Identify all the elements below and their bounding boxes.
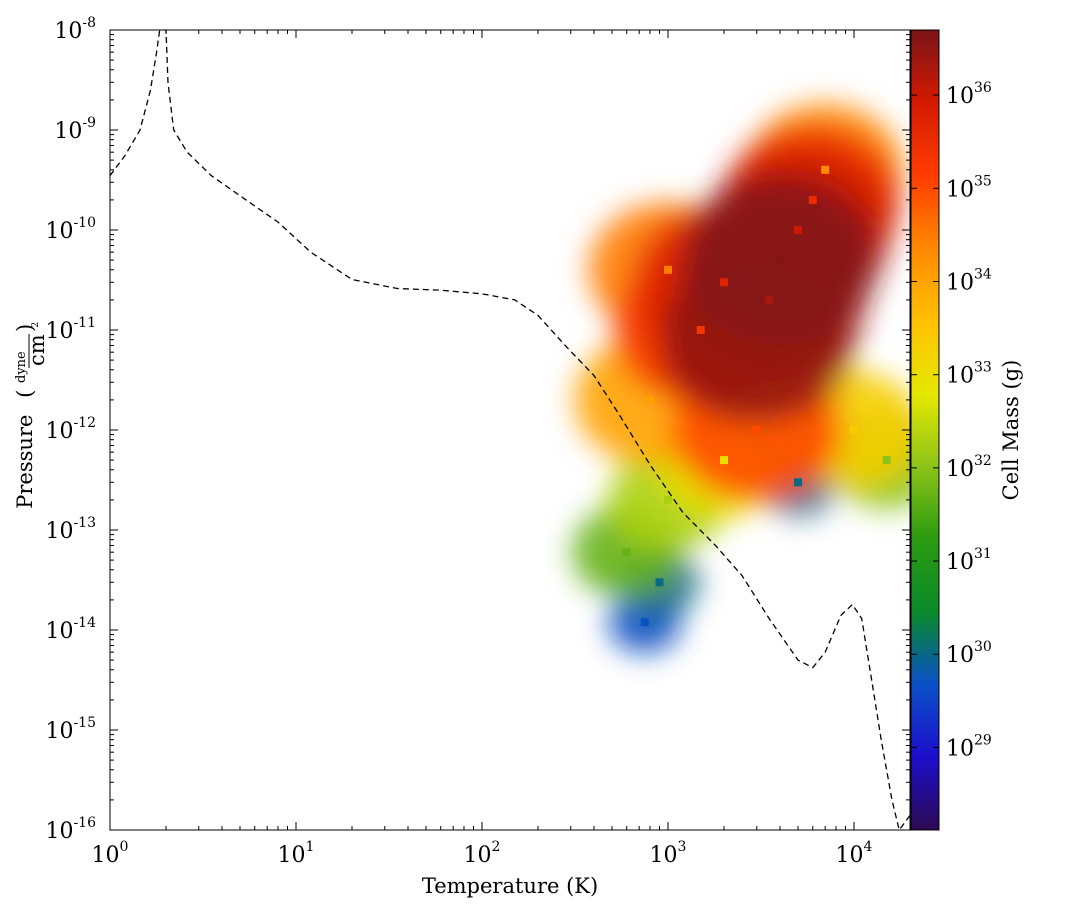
x-tick-label: 104 xyxy=(836,839,873,868)
dashed-curve xyxy=(110,30,910,830)
heatmap-cell-marker xyxy=(752,426,761,434)
heatmap-cell-marker xyxy=(664,265,673,274)
heatmap-cell-marker xyxy=(640,618,649,627)
heatmap-cell-marker xyxy=(775,256,784,265)
y-axis-unit-denominator: cm xyxy=(25,334,49,366)
x-tick-label: 101 xyxy=(278,839,315,868)
y-tick-label: 10-15 xyxy=(45,715,96,744)
colorbar-label: Cell Mass (g) xyxy=(999,360,1023,501)
heatmap-cell-marker xyxy=(794,226,803,234)
heatmap-cell-marker xyxy=(622,548,631,557)
svg-text:cm 2: cm 2 xyxy=(25,322,49,366)
colorbar-tick-label: 1032 xyxy=(946,453,992,482)
x-tick-label: 103 xyxy=(650,839,687,868)
y-tick-label: 10-13 xyxy=(45,515,96,544)
colorbar-tick-label: 1034 xyxy=(946,267,992,296)
colorbar-tick-label: 1036 xyxy=(946,80,992,109)
colorbar-tick-label: 1029 xyxy=(946,732,992,761)
y-tick-label: 10-12 xyxy=(45,415,96,444)
heatmap-cell-marker xyxy=(882,456,891,465)
svg-text:Pressure ( dyne: Pressure ( dyne xyxy=(13,351,37,509)
y-axis-label-text: Pressure xyxy=(13,415,37,509)
colorbar-tick-label: 1030 xyxy=(946,639,992,668)
colorbar xyxy=(910,29,940,831)
colorbar-ticks: 1029 1030 1031 1032 1033 1034 1035 1036 xyxy=(911,80,992,761)
y-axis-label: Pressure ( dyne cm 2 ) xyxy=(13,322,49,509)
heatmap-cell-marker xyxy=(765,295,774,304)
heatmap-cell-marker xyxy=(850,426,859,434)
colorbar-tick-label: 1033 xyxy=(946,360,992,389)
y-tick-label: 10-11 xyxy=(45,315,96,344)
x-tick-label: 100 xyxy=(92,839,129,868)
y-tick-label: 10-16 xyxy=(45,815,96,844)
y-tick-label: 10-14 xyxy=(45,615,96,644)
y-tick-label: 10-8 xyxy=(54,15,96,44)
x-axis-ticks: 100 101 102 103 104 xyxy=(92,30,911,868)
heatmap-cell-marker xyxy=(821,165,830,174)
heatmap-cell-marker xyxy=(664,495,673,504)
heatmap-cell-marker xyxy=(696,326,705,334)
heatmap-cell-marker xyxy=(794,478,803,487)
heatmap-cell-marker xyxy=(752,335,761,344)
heatmap-cell-marker xyxy=(719,278,728,287)
heatmap xyxy=(572,103,910,653)
heatmap-cell-marker xyxy=(719,456,728,465)
y-tick-label: 10-9 xyxy=(54,115,96,144)
x-tick-label: 102 xyxy=(464,839,501,868)
heatmap-cell-marker xyxy=(655,578,664,587)
y-axis-unit-exponent: 2 xyxy=(31,322,41,328)
colorbar-tick-label: 1035 xyxy=(946,173,992,202)
heatmap-cell-marker xyxy=(645,395,654,404)
y-tick-label: 10-10 xyxy=(45,215,96,244)
x-axis-label: Temperature (K) xyxy=(422,874,598,898)
svg-text:): ) xyxy=(13,324,37,332)
heatmap-cell-marker xyxy=(808,195,817,204)
y-axis-ticks: 10-8 10-9 10-10 10-11 10-12 10-13 10-14 10-15 10… xyxy=(45,15,910,844)
line-series xyxy=(110,30,910,830)
colorbar-tick-label: 1031 xyxy=(946,546,992,575)
y-axis-unit-numerator: dyne xyxy=(14,351,29,383)
